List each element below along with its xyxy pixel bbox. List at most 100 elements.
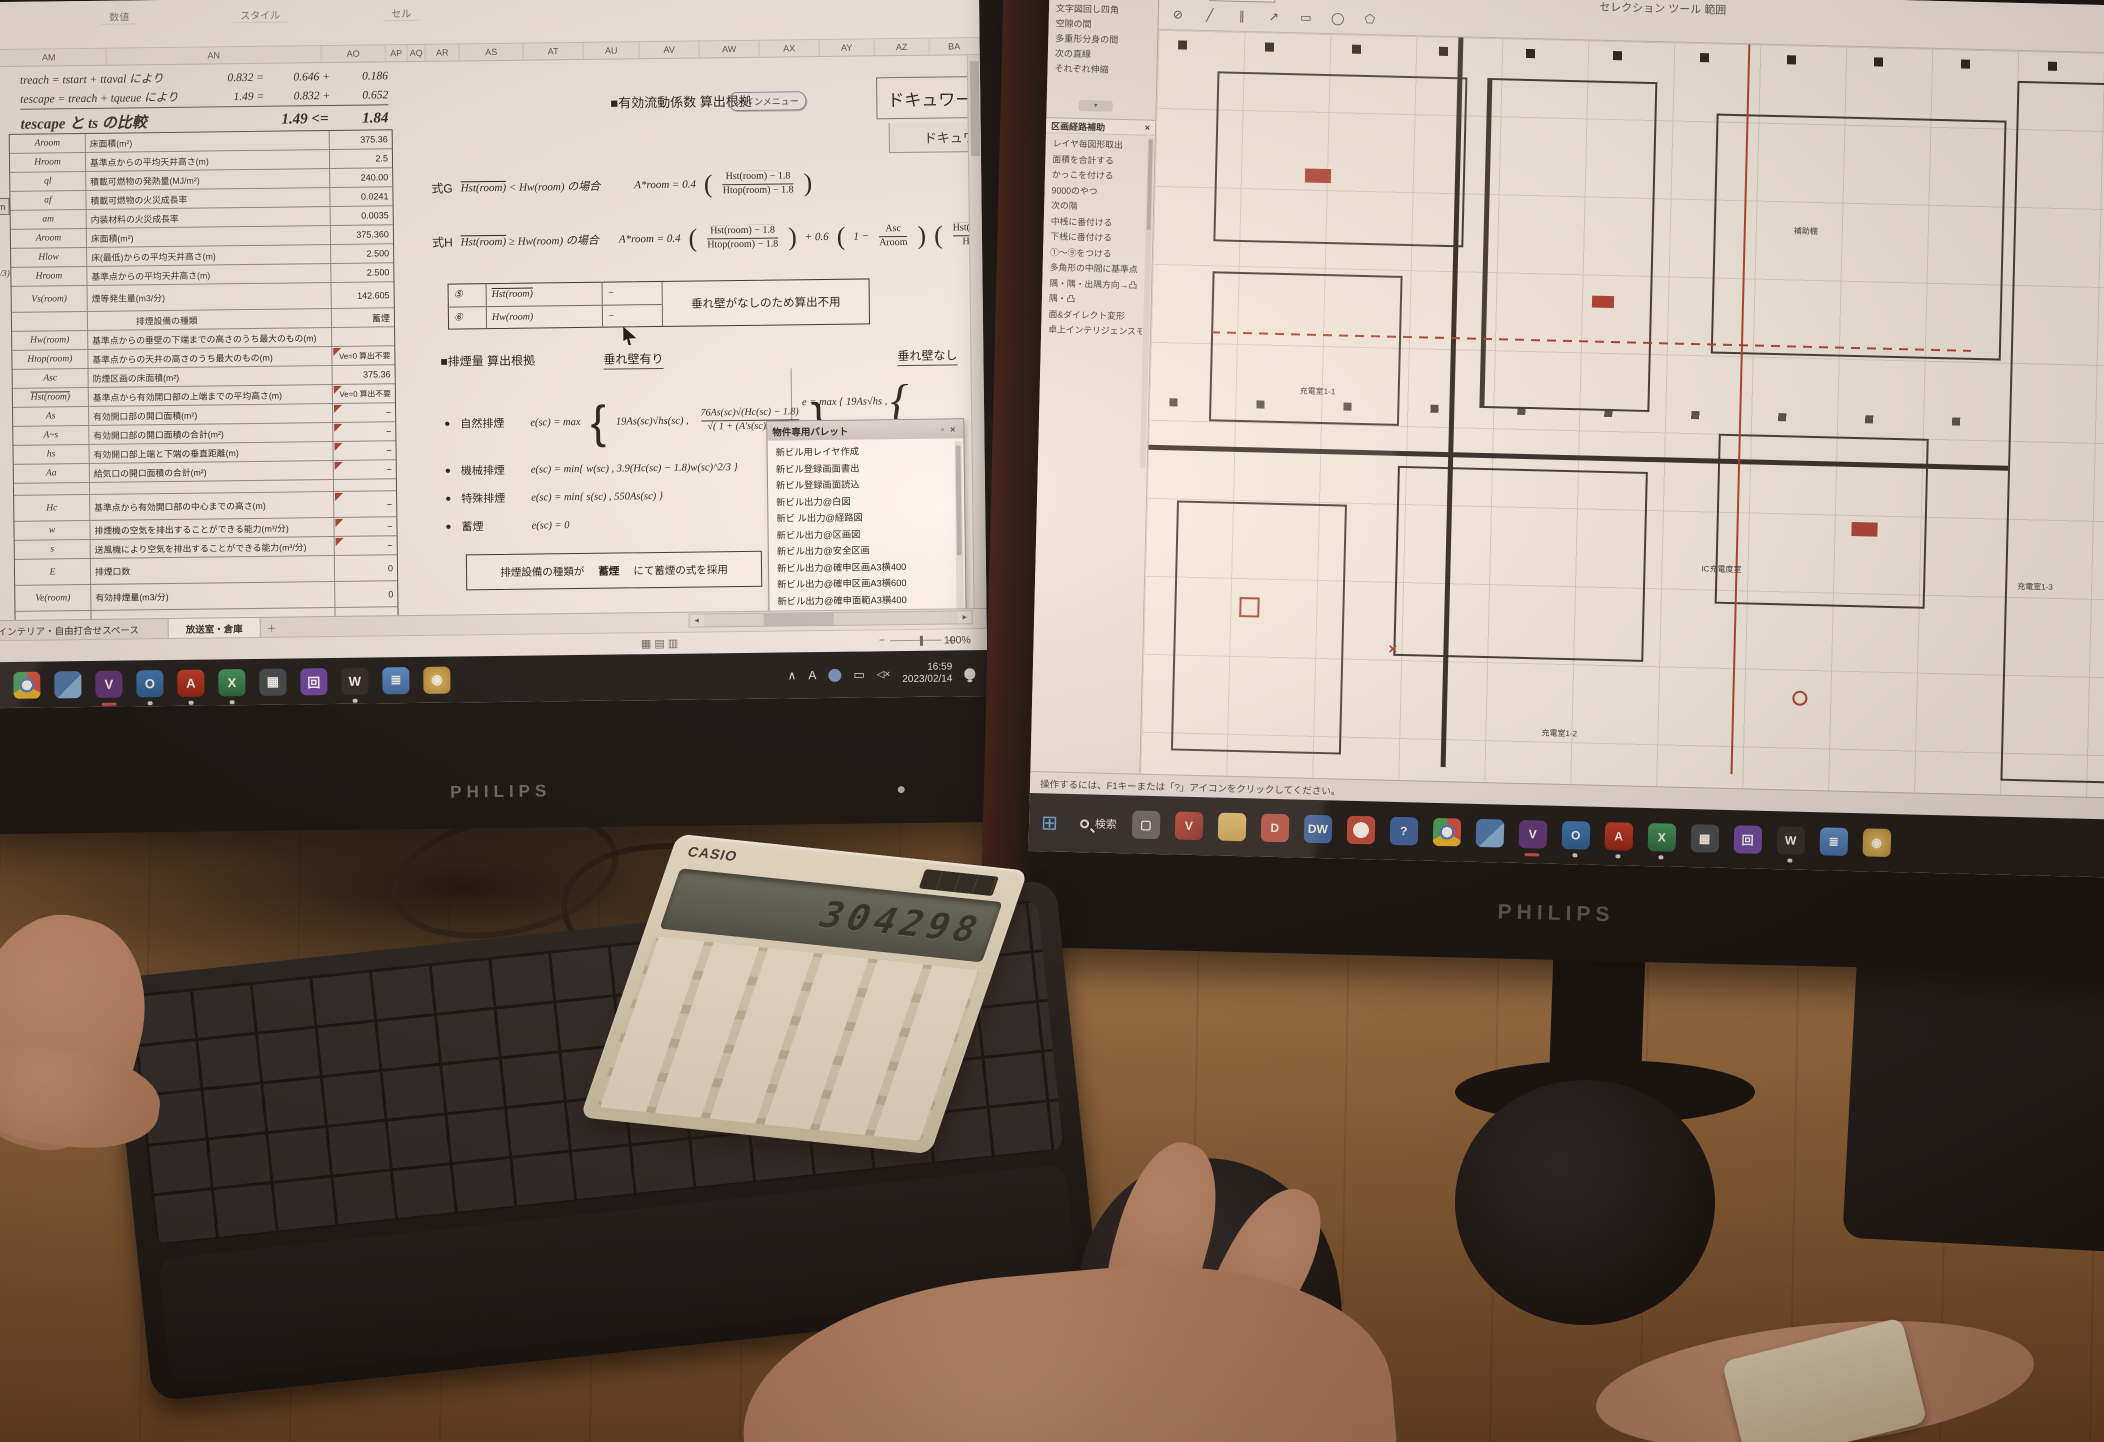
close-icon[interactable]: × [950,423,956,434]
column-header[interactable]: AS [459,43,524,61]
scroll-right-icon[interactable]: ► [957,611,972,624]
column-header[interactable]: AP [385,45,408,62]
outlook-icon[interactable]: O [136,669,164,697]
palette-titlebar[interactable]: 物件専用パレット ▫ × [767,419,964,441]
value-cell[interactable] [334,479,396,491]
value-cell[interactable]: 375.36 [360,134,388,145]
palette-scrollbar[interactable] [954,441,964,623]
notification-bell-icon[interactable] [964,667,976,679]
value-cell[interactable]: 蓄煙 [371,312,390,324]
sheet-tab-active[interactable]: 放送室・倉庫 [168,617,261,639]
photos-app-icon[interactable] [54,670,82,698]
acrobat-icon[interactable]: A [177,669,205,697]
outlook-icon[interactable]: O [1561,820,1591,850]
scroll-thumb[interactable] [763,612,834,626]
coin-app-icon[interactable]: ◉ [423,666,451,694]
value-cell[interactable]: 0 [388,588,394,599]
coin-app-icon[interactable]: ◉ [1862,828,1891,858]
value-cell[interactable]: 0.0035 [361,210,389,221]
sidebar-command[interactable]: それぞれ伸縮 [1054,63,1109,75]
column-header[interactable]: AM [0,48,107,67]
display-icon[interactable]: ▭ [853,667,865,682]
folder-icon[interactable] [1217,812,1247,842]
mute-speaker-icon[interactable]: ◁× [876,668,891,680]
value-cell[interactable] [332,327,394,346]
value-cell[interactable]: − [333,422,395,441]
sheet-tab[interactable]: インテリア・自由打合せスペース [0,619,169,641]
value-cell[interactable]: 142.605 [357,289,390,301]
value-cell[interactable]: − [335,536,397,555]
chevron-up-icon[interactable]: ∧ [787,668,797,683]
toolbar-input[interactable]: 0 [1209,0,1276,3]
value-cell[interactable]: 0 [387,562,394,573]
value-cell[interactable]: − [334,491,396,517]
pin-icon[interactable]: ▫ [940,424,945,435]
column-header[interactable]: AR [425,44,460,61]
value-cell[interactable]: − [333,441,395,460]
calculator-app-icon[interactable]: ▦ [259,668,287,696]
clock[interactable]: 16:59 2023/02/14 [902,661,952,687]
photos-app-icon[interactable] [1475,818,1505,848]
ime-mode-icon[interactable]: A [808,668,817,683]
v-app-icon[interactable]: V [95,670,123,698]
o-app-icon[interactable]: 回 [1733,825,1763,854]
task-view-icon[interactable]: ▢ [1131,810,1161,840]
column-header[interactable]: AY [819,39,875,57]
value-cell[interactable]: − [333,403,395,422]
value-cell[interactable]: Ve=0 算出不要 [333,384,395,403]
value-cell[interactable]: 375.36 [363,369,391,380]
d-app-icon[interactable]: D [1260,813,1290,843]
column-header[interactable]: AZ [874,38,930,56]
column-header[interactable]: AX [759,40,820,57]
vertical-scrollbar[interactable] [966,55,987,609]
cad-canvas[interactable]: × 充電室1-1 補助棚 IC充電度室 充電室1-3 充電室1-2 [1140,29,2104,798]
value-cell[interactable]: − [334,460,396,479]
notes-app-icon[interactable]: ≣ [1819,827,1848,856]
excel-icon[interactable]: X [1647,823,1677,852]
calculator-app-icon[interactable]: ▦ [1690,824,1720,853]
view-mode-icons[interactable]: ▦ ▤ ▥ [640,637,679,651]
tool-icon[interactable]: ∥ [1238,8,1246,23]
o-app-icon[interactable]: 回 [300,667,328,695]
column-header[interactable]: AV [639,41,700,59]
tool-icon[interactable]: ▭ [1300,10,1312,25]
notes-app-icon[interactable]: ≣ [382,666,410,694]
badge-app-icon[interactable] [1346,815,1376,845]
column-header[interactable]: AT [523,42,584,60]
tray-app-icon[interactable] [828,668,842,682]
tool-icon[interactable]: ↗ [1268,9,1280,24]
scroll-down-icon[interactable]: ▼ [1078,99,1113,112]
value-cell[interactable]: 375.360 [356,229,389,240]
value-cell[interactable]: 240.00 [360,172,389,183]
value-cell[interactable]: 2.500 [366,248,390,259]
tool-icon[interactable]: ◯ [1330,11,1345,26]
value-cell[interactable]: Ve=0 算出不要 [332,346,394,365]
value-cell[interactable]: 2.5 [375,153,389,164]
pen-app-icon[interactable]: W [1776,826,1805,855]
scroll-left-icon[interactable]: ◄ [689,614,704,627]
docuworks-button[interactable]: ドキュワー [876,76,981,120]
chrome-icon[interactable] [13,671,41,699]
tool-icon[interactable]: ╱ [1206,8,1214,23]
column-header[interactable]: BA [929,38,980,55]
calculator-keypad[interactable] [596,936,982,1142]
close-icon[interactable]: × [1144,122,1151,133]
zoom-level[interactable]: 100% [943,633,971,647]
panel-titlebar[interactable]: 区画経路補助 × [1045,117,1156,136]
value-cell[interactable]: − [334,517,396,536]
pen-app-icon[interactable]: W [341,667,369,695]
add-sheet-icon[interactable]: ＋ [266,623,277,635]
value-cell[interactable]: 0.0241 [360,191,389,202]
column-header[interactable]: AQ [407,44,426,62]
start-icon[interactable]: ⊞ [1040,811,1059,835]
column-header[interactable]: AW [699,40,760,58]
tool-icon[interactable]: ⬠ [1364,11,1376,27]
column-header[interactable]: AN [106,46,322,65]
column-header[interactable]: AO [321,45,386,63]
column-header[interactable]: AU [583,42,640,59]
v-shield-icon[interactable]: V [1174,811,1204,841]
dw-app-icon[interactable]: DW [1303,814,1333,844]
search-button[interactable]: 検索 [1079,815,1117,832]
chrome-icon[interactable] [1432,817,1462,847]
panel-command[interactable]: 卓上インテリジェンスモデル [1048,324,1143,338]
